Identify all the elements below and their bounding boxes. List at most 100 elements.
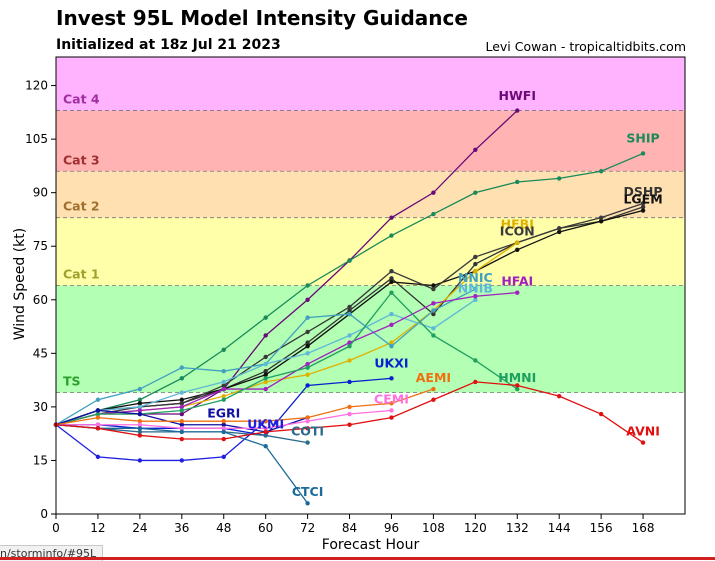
model-label-cemi: CEMI	[374, 391, 409, 406]
data-point-aemi	[431, 386, 436, 392]
data-point-aemi	[179, 418, 184, 424]
data-point-hfbi	[515, 240, 520, 245]
data-point-avni	[263, 429, 268, 435]
data-point-dshp	[640, 204, 646, 210]
data-point-lgem	[431, 283, 436, 288]
data-point-avni	[305, 426, 310, 431]
model-label-lgem: LGEM	[623, 191, 662, 206]
data-point-nnic	[389, 343, 394, 349]
data-point-coti	[263, 433, 268, 438]
band-cat-1	[56, 217, 685, 286]
data-point-ukxi	[389, 376, 394, 381]
y-tick-label: 45	[33, 346, 48, 360]
data-point-avni	[640, 440, 646, 445]
data-point-ship	[431, 211, 436, 217]
x-tick-label: 0	[52, 521, 60, 535]
data-point-hfbi	[389, 340, 394, 345]
chart-subtitle: Initialized at 18z Jul 21 2023	[56, 37, 281, 53]
model-label-aemi: AEMI	[416, 370, 451, 385]
data-point-ctci	[305, 501, 310, 506]
data-point-coti	[305, 440, 310, 445]
data-point-ship	[473, 190, 478, 195]
y-axis-label: Wind Speed (kt)	[12, 227, 28, 341]
model-label-ship: SHIP	[626, 131, 659, 146]
data-point-nnib	[389, 311, 394, 317]
y-tick-label: 120	[25, 79, 48, 93]
y-tick-label: 105	[25, 132, 48, 146]
data-point-hfai	[179, 404, 184, 410]
data-point-ukmi	[137, 458, 143, 463]
data-point-ctci	[263, 443, 268, 449]
data-point-lgem	[557, 229, 562, 235]
data-point-hmni	[515, 386, 520, 392]
data-point-nnic	[95, 397, 101, 402]
data-point-lgem	[640, 208, 646, 213]
data-point-icon	[557, 226, 562, 231]
model-label-hmni: HMNI	[498, 370, 536, 385]
x-tick-label: 72	[300, 521, 315, 535]
data-point-icon	[305, 329, 310, 335]
data-point-hwfi	[431, 190, 436, 195]
data-point-ctci	[137, 426, 143, 431]
data-point-nnib	[347, 333, 352, 338]
model-label-coti: COTI	[291, 423, 324, 438]
data-point-lgem	[263, 372, 268, 377]
data-point-nnic	[179, 365, 184, 370]
data-point-hwfi	[473, 147, 478, 153]
data-point-nnib	[221, 379, 226, 385]
band-cat-2	[56, 171, 685, 218]
y-tick-label: 30	[33, 400, 48, 414]
data-point-hwfi	[263, 333, 268, 338]
data-point-lgem	[389, 279, 394, 285]
data-point-cemi	[221, 426, 226, 431]
data-point-cemi	[347, 411, 352, 417]
data-point-hwfi	[515, 108, 520, 113]
series-line-aemi	[55, 388, 434, 426]
data-point-icon	[431, 286, 436, 292]
x-tick-label: 60	[258, 521, 273, 535]
data-point-cemi	[179, 426, 184, 431]
model-label-hfai: HFAI	[501, 274, 533, 289]
data-point-egri	[137, 411, 143, 417]
x-axis-label: Forecast Hour	[321, 537, 420, 553]
data-point-avni	[431, 397, 436, 402]
data-point-ship	[598, 169, 604, 174]
data-point-aemi	[347, 404, 352, 410]
band-cat-3	[56, 110, 685, 172]
x-tick-label: 48	[216, 521, 231, 535]
x-tick-label: 84	[342, 521, 357, 535]
data-point-hmni	[179, 408, 184, 413]
data-point-hfbi	[305, 372, 310, 377]
data-point-hfbi	[221, 393, 226, 399]
data-point-hmni	[347, 343, 352, 349]
data-point-egri	[95, 408, 101, 413]
data-point-hmni	[221, 397, 226, 402]
data-point-avni	[473, 379, 478, 385]
y-tick-label: 75	[33, 239, 48, 253]
y-tick-label: 90	[33, 186, 48, 200]
data-point-avni	[221, 436, 226, 442]
data-point-aemi	[137, 418, 143, 424]
x-tick-label: 132	[506, 521, 529, 535]
data-point-cemi	[263, 426, 268, 431]
data-point-lgem	[598, 219, 604, 224]
data-point-icon	[473, 254, 478, 260]
data-point-hfai	[473, 294, 478, 299]
data-point-cemi	[95, 422, 101, 427]
data-point-hfai	[389, 322, 394, 327]
data-point-ukmi	[179, 458, 184, 463]
band-label-cat-4: Cat 4	[63, 92, 100, 107]
model-label-ukxi: UKXI	[374, 356, 408, 371]
series-line-ukmi	[55, 420, 267, 462]
bottom-strip	[0, 557, 715, 560]
data-point-nnic	[221, 368, 226, 374]
model-label-dshp: DSHP	[624, 184, 663, 199]
data-point-ship	[515, 179, 520, 185]
model-label-avni: AVNI	[626, 423, 660, 438]
data-point-ship	[557, 176, 562, 181]
y-tick-label: 0	[40, 507, 48, 521]
data-point-cemi	[137, 422, 143, 427]
data-point-icon	[389, 269, 394, 274]
data-point-hfai	[305, 361, 310, 367]
data-point-icon	[221, 383, 226, 388]
